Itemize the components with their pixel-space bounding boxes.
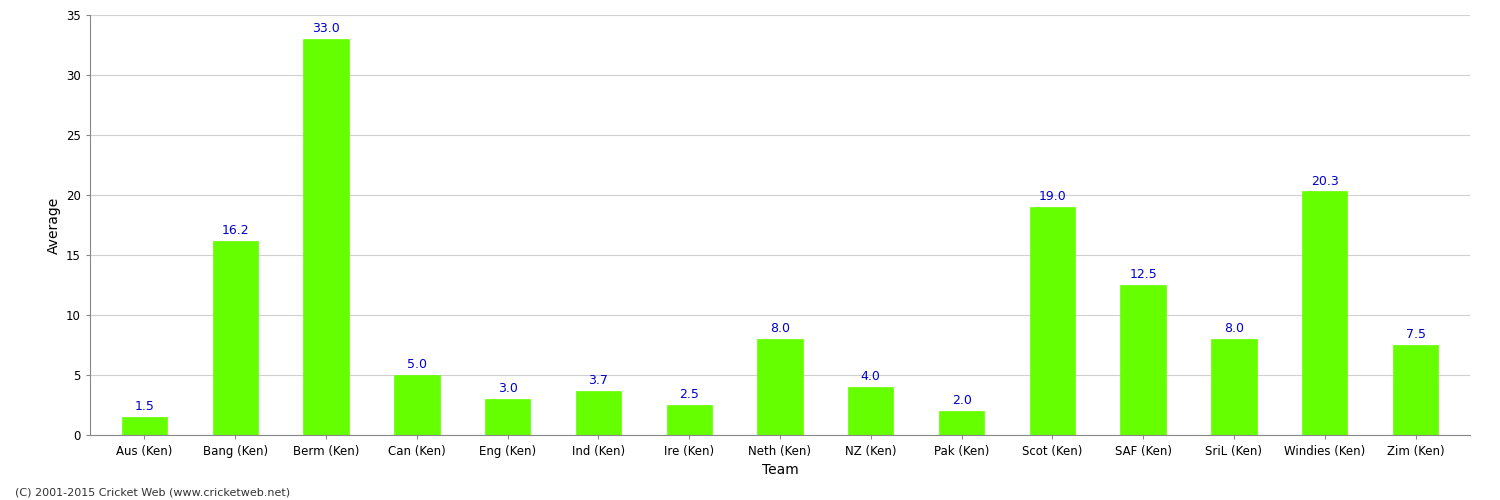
Text: 3.0: 3.0 (498, 382, 517, 396)
Bar (758, 339, 802, 435)
Text: 16.2: 16.2 (222, 224, 249, 237)
Bar (1302, 192, 1347, 435)
Text: 8.0: 8.0 (770, 322, 790, 336)
Text: (C) 2001-2015 Cricket Web (www.cricketweb.net): (C) 2001-2015 Cricket Web (www.cricketwe… (15, 488, 290, 498)
Text: 2.5: 2.5 (680, 388, 699, 402)
Y-axis label: Average: Average (46, 196, 60, 254)
Text: 12.5: 12.5 (1130, 268, 1156, 281)
Text: 20.3: 20.3 (1311, 175, 1338, 188)
Bar (847, 387, 894, 435)
Bar (303, 39, 348, 435)
Text: 1.5: 1.5 (135, 400, 154, 413)
Bar (1210, 339, 1257, 435)
Bar (213, 240, 258, 435)
Bar (484, 399, 531, 435)
Text: 19.0: 19.0 (1038, 190, 1066, 203)
Text: 4.0: 4.0 (861, 370, 880, 384)
Bar (122, 417, 166, 435)
Bar (394, 375, 439, 435)
Text: 3.7: 3.7 (588, 374, 609, 387)
Bar (666, 405, 712, 435)
Text: 8.0: 8.0 (1224, 322, 1244, 336)
Text: 33.0: 33.0 (312, 22, 340, 36)
X-axis label: Team: Team (762, 464, 798, 477)
Bar (576, 390, 621, 435)
Text: 2.0: 2.0 (951, 394, 972, 407)
Text: 5.0: 5.0 (406, 358, 427, 372)
Text: 7.5: 7.5 (1406, 328, 1425, 342)
Bar (1029, 207, 1075, 435)
Bar (1120, 285, 1166, 435)
Bar (939, 411, 984, 435)
Bar (1394, 345, 1438, 435)
